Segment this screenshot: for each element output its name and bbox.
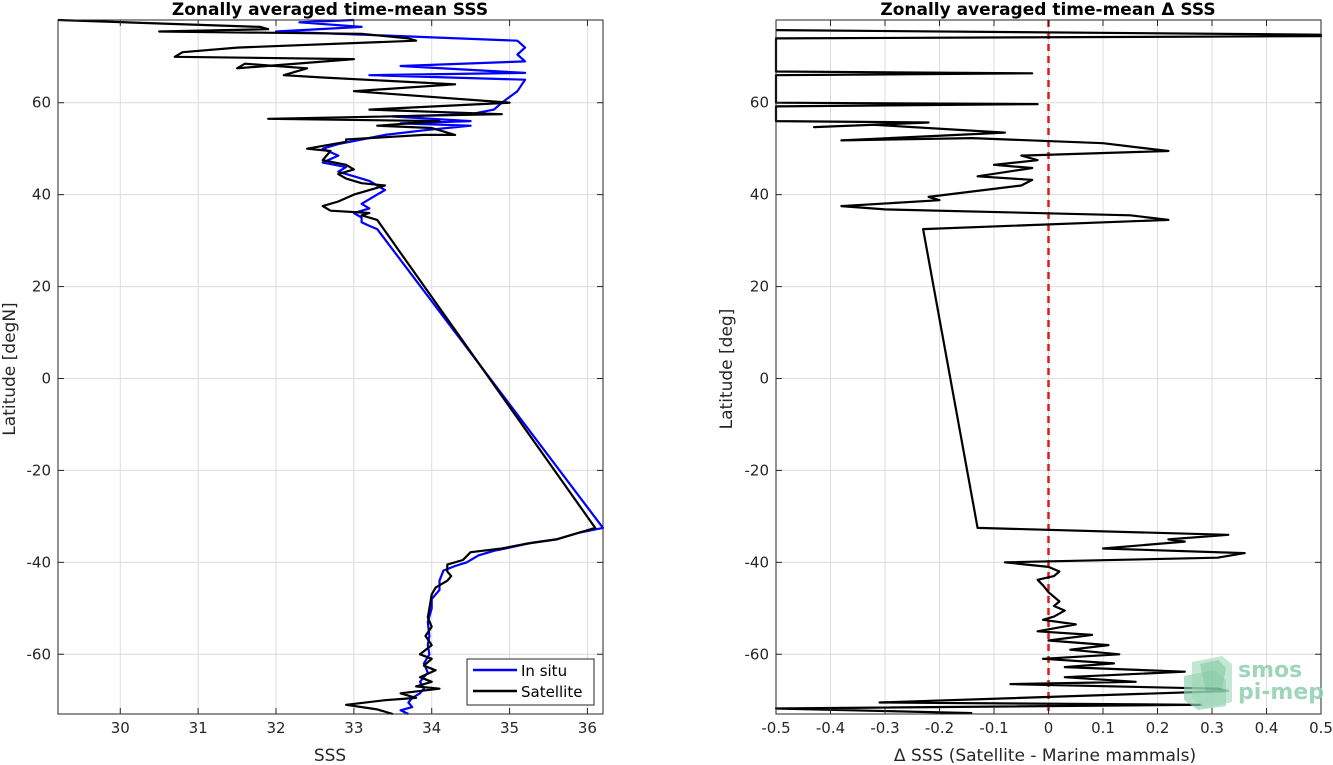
x-tick-label: 0.3 bbox=[1200, 719, 1224, 737]
y-tick-label: -60 bbox=[745, 645, 770, 663]
x-axis-label: SSS bbox=[314, 746, 346, 765]
legend-label-in-situ: In situ bbox=[521, 662, 567, 680]
y-tick-label: 40 bbox=[750, 186, 769, 204]
axes-frame bbox=[57, 19, 604, 715]
series-line-in-situ bbox=[274, 18, 605, 715]
x-tick-label: 0.4 bbox=[1255, 719, 1279, 737]
x-tick-label: 35 bbox=[500, 719, 519, 737]
x-tick-label: 31 bbox=[189, 719, 208, 737]
y-tick-label: 0 bbox=[759, 369, 769, 387]
legend-label-satellite: Satellite bbox=[521, 683, 582, 701]
x-tick-label: 34 bbox=[422, 719, 441, 737]
x-tick-label: -0.1 bbox=[979, 719, 1008, 737]
x-tick-label: 36 bbox=[578, 719, 597, 737]
y-tick-label: -40 bbox=[27, 553, 52, 571]
chart-title: Zonally averaged time-mean Δ SSS bbox=[880, 0, 1215, 20]
y-tick-label: 60 bbox=[750, 94, 769, 112]
panel-delta-sss: -0.5 -0.4 -0.3 -0.2 -0.1 0 0.1 0.2 0.3 0.4 0.5 -60 -… bbox=[717, 0, 1333, 765]
x-tick-label: 30 bbox=[111, 719, 130, 737]
panel-sss: 30 31 32 33 34 35 36 -60 -40 -20 0 20 40 60 Zonally a… bbox=[0, 0, 605, 765]
x-tick-label: 33 bbox=[344, 719, 363, 737]
series-line-delta-sss bbox=[774, 29, 1323, 715]
chart-title: Zonally averaged time-mean SSS bbox=[172, 0, 488, 20]
y-tick-label: -20 bbox=[745, 461, 770, 479]
x-tick-label: -0.5 bbox=[761, 719, 790, 737]
y-tick-label: -60 bbox=[27, 645, 52, 663]
legend: In situ Satellite bbox=[466, 658, 595, 706]
x-tick-label: 0 bbox=[1044, 719, 1054, 737]
y-axis-label: Latitude [deg] bbox=[717, 309, 737, 430]
x-tick-label: 0.1 bbox=[1091, 719, 1115, 737]
logo-text-line2: pi-mep bbox=[1238, 680, 1324, 705]
logo-text-line1: smos bbox=[1238, 658, 1302, 683]
smos-pi-mep-logo: smos pi-mep bbox=[1184, 656, 1324, 710]
x-tick-label: 0.2 bbox=[1146, 719, 1170, 737]
x-tick-label: -0.2 bbox=[925, 719, 954, 737]
y-tick-label: 60 bbox=[32, 94, 51, 112]
x-tick-label: 32 bbox=[266, 719, 285, 737]
x-axis-label: Δ SSS (Satellite - Marine mammals) bbox=[894, 746, 1196, 765]
y-tick-label: 20 bbox=[32, 278, 51, 296]
y-tick-label: 20 bbox=[750, 278, 769, 296]
series-line-satellite bbox=[57, 18, 597, 716]
x-tick-label: -0.4 bbox=[816, 719, 845, 737]
x-tick-label: 0.5 bbox=[1309, 719, 1333, 737]
y-tick-label: -40 bbox=[745, 553, 770, 571]
y-tick-label: 40 bbox=[32, 186, 51, 204]
logo-mark-icon bbox=[1184, 656, 1232, 710]
y-tick-label: 0 bbox=[41, 369, 51, 387]
y-tick-label: -20 bbox=[27, 461, 52, 479]
y-axis-label: Latitude [degN] bbox=[0, 302, 20, 435]
x-tick-label: -0.3 bbox=[870, 719, 899, 737]
